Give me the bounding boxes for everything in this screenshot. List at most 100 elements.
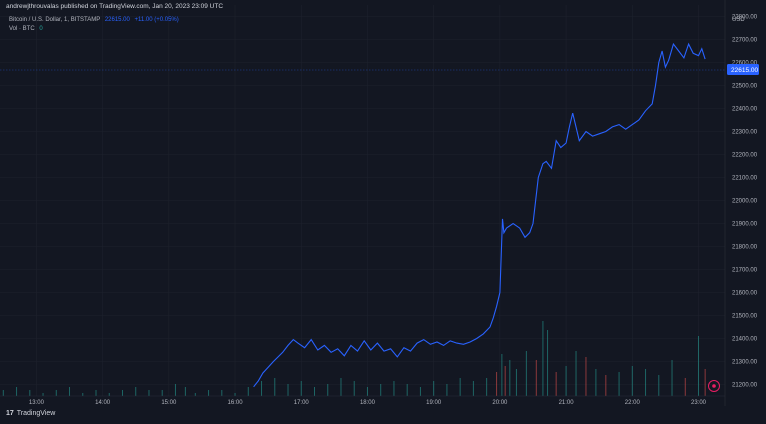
volume-bar [698,336,700,396]
price-line [253,42,706,388]
y-tick-label: 22200.00 [732,153,758,159]
volume-bar [509,360,511,396]
y-tick-label: 21600.00 [732,291,758,297]
y-tick-label: 22400.00 [732,107,758,113]
volume-bar [327,384,329,396]
symbol-title: Bitcoin / U.S. Dollar, 1, BITSTAMP [9,17,101,23]
x-tick-label: 15:00 [161,400,177,406]
y-tick-label: 21500.00 [732,314,758,320]
volume-legend[interactable]: Vol · BTC 0 [9,26,43,32]
volume-bar [353,381,355,396]
volume-bar [671,360,673,396]
volume-bar [504,366,506,396]
y-tick-label: 22600.00 [732,61,758,67]
volume-bar [704,369,706,396]
tradingview-brand[interactable]: 17 TradingView [6,410,55,417]
volume-bar [42,393,44,396]
axis-currency-label: USD [732,17,745,23]
legend-change: +11.00 (+0.05%) [134,17,179,23]
volume-bar [135,387,137,396]
volume-bar [274,378,276,396]
volume-bar [595,369,597,396]
volume-bar [472,381,474,396]
volume-bar [148,390,150,396]
brand-name: TradingView [16,410,56,417]
volume-bar [82,393,84,396]
volume-bar [55,390,57,396]
volume-bar [121,390,123,396]
volume-bar [631,366,633,396]
volume-bar [433,381,435,396]
volume-bar [208,390,210,396]
x-tick-label: 22:00 [625,400,641,406]
volume-bar [547,330,549,396]
x-tick-label: 17:00 [294,400,310,406]
volume-bar [542,321,544,396]
y-tick-label: 21200.00 [732,383,758,389]
volume-bar [380,384,382,396]
volume-bar [108,393,110,396]
volume-bar [486,378,488,396]
y-tick-label: 22500.00 [732,84,758,90]
volume-bar [221,390,223,396]
x-tick-label: 16:00 [228,400,244,406]
grid-lines [0,5,725,396]
y-tick-label: 22700.00 [732,38,758,44]
volume-bar [535,360,537,396]
volume-bar [555,372,557,396]
price-axis[interactable]: USD 22800.00 22700.00 22600.00 22500.00 2240… [732,15,758,389]
y-tick-label: 22000.00 [732,199,758,205]
volume-bar [419,387,421,396]
volume-bar [184,387,186,396]
y-tick-label: 21900.00 [732,222,758,228]
volume-bar [459,378,461,396]
volume-bar [393,381,395,396]
x-tick-label: 21:00 [559,400,575,406]
volume-value: 0 [39,26,43,32]
publisher-line: andrewjthrouvalas published on TradingVi… [6,3,224,10]
replay-icon[interactable] [708,380,720,392]
volume-bar [585,357,587,396]
volume-bar [16,387,18,396]
x-tick-label: 14:00 [95,400,111,406]
volume-bar [575,351,577,396]
volume-bar [287,384,289,396]
volume-bar [174,384,176,396]
volume-bar [340,378,342,396]
volume-bar [234,393,236,396]
volume-bar [525,351,527,396]
last-price-tag: 22615.00 [727,64,759,75]
y-tick-label: 21400.00 [732,337,758,343]
volume-bar [684,378,686,396]
time-axis[interactable]: 13:00 14:00 15:00 16:00 17:00 18:00 19:00 20:00… [29,400,707,406]
volume-bar [605,375,607,396]
volume-bar [446,384,448,396]
volume-bar [95,390,97,396]
volume-bar [2,390,4,396]
volume-bars [2,321,706,396]
y-tick-label: 21700.00 [732,268,758,274]
y-tick-label: 21800.00 [732,245,758,251]
x-tick-label: 18:00 [360,400,376,406]
volume-bar [313,387,315,396]
volume-bar [247,387,249,396]
volume-bar [29,390,31,396]
volume-bar [300,381,302,396]
volume-bar [194,393,196,396]
y-tick-label: 22800.00 [732,15,758,21]
volume-bar [565,366,567,396]
x-tick-label: 20:00 [492,400,508,406]
volume-label: Vol · BTC [9,26,35,32]
volume-bar [261,381,263,396]
symbol-legend[interactable]: Bitcoin / U.S. Dollar, 1, BITSTAMP 22615… [9,17,179,23]
x-tick-label: 13:00 [29,400,45,406]
volume-bar [501,354,503,396]
volume-bar [515,369,517,396]
volume-bar [658,375,660,396]
volume-bar [406,384,408,396]
y-tick-label: 21300.00 [732,360,758,366]
x-tick-label: 23:00 [691,400,707,406]
y-tick-label: 22100.00 [732,176,758,182]
